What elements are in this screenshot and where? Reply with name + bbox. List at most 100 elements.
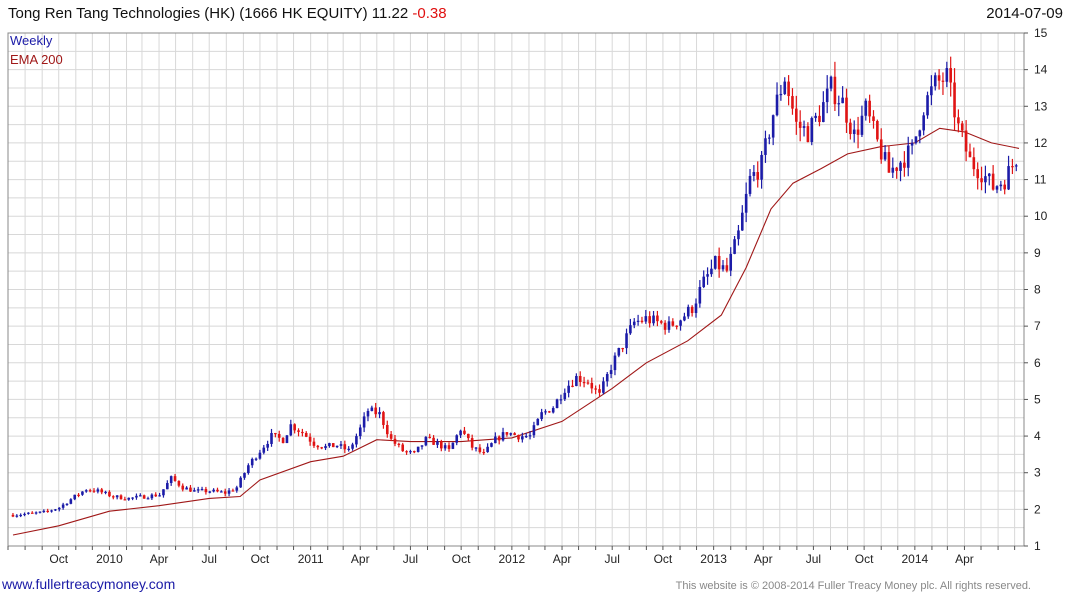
price-bar bbox=[621, 347, 624, 350]
price-bar bbox=[100, 489, 104, 493]
price-bar bbox=[640, 320, 644, 322]
price-bar bbox=[756, 172, 760, 180]
price-bar bbox=[729, 253, 733, 271]
price-bar bbox=[424, 436, 428, 446]
price-bar bbox=[331, 443, 335, 448]
price-bar bbox=[131, 497, 134, 499]
price-bar bbox=[34, 512, 38, 514]
price-bar bbox=[544, 411, 547, 413]
price-bar bbox=[19, 514, 22, 517]
price-bar bbox=[505, 432, 509, 435]
price-bar bbox=[536, 418, 540, 426]
price-bar bbox=[868, 100, 871, 117]
x-tick-label: Apr bbox=[754, 552, 773, 566]
price-bar bbox=[822, 102, 825, 123]
price-bar bbox=[459, 430, 462, 436]
legend-ema: EMA 200 bbox=[10, 52, 63, 67]
ema-series bbox=[12, 127, 1020, 536]
price-bar bbox=[906, 145, 910, 168]
price-bar bbox=[281, 437, 285, 444]
price-bar bbox=[972, 157, 976, 170]
x-tick-label: Oct bbox=[855, 552, 874, 566]
price-bar bbox=[713, 255, 717, 269]
price-bar bbox=[717, 255, 721, 270]
price-bar bbox=[609, 370, 613, 375]
price-bar bbox=[787, 81, 790, 97]
y-tick-label: 4 bbox=[1034, 429, 1041, 443]
price-bar bbox=[312, 441, 316, 446]
price-bar bbox=[582, 382, 586, 384]
x-tick-label: 2011 bbox=[298, 552, 324, 566]
price-bar bbox=[841, 97, 844, 104]
price-bar bbox=[162, 489, 165, 496]
price-bar bbox=[845, 97, 848, 123]
y-tick-label: 5 bbox=[1034, 392, 1041, 406]
y-tick-label: 6 bbox=[1034, 356, 1041, 370]
price-bar bbox=[883, 152, 887, 160]
price-bar bbox=[374, 407, 378, 415]
price-bar bbox=[521, 436, 524, 440]
price-bar bbox=[953, 82, 956, 118]
price-bar bbox=[594, 388, 597, 390]
price-bar bbox=[740, 212, 744, 231]
price-bar bbox=[235, 487, 239, 491]
price-bar bbox=[440, 441, 443, 449]
website-link[interactable]: www.fullertreacymoney.com bbox=[2, 576, 176, 592]
price-bar bbox=[548, 411, 551, 413]
x-tick-label: Apr bbox=[351, 552, 370, 566]
price-bar bbox=[196, 489, 200, 491]
y-tick-label: 7 bbox=[1034, 319, 1041, 333]
price-bar bbox=[266, 443, 269, 448]
price-bar bbox=[945, 68, 949, 82]
price-bar bbox=[108, 491, 111, 497]
x-tick-label: Apr bbox=[150, 552, 169, 566]
price-bar bbox=[860, 115, 864, 135]
price-bar bbox=[382, 412, 385, 425]
price-bar bbox=[675, 325, 678, 327]
price-bar bbox=[185, 487, 188, 490]
y-tick-label: 3 bbox=[1034, 466, 1041, 480]
price-bar bbox=[995, 186, 999, 190]
chart-title: Tong Ren Tang Technologies (HK) (1666 HK… bbox=[8, 5, 447, 22]
price-bar bbox=[447, 445, 451, 449]
price-bar bbox=[810, 118, 814, 143]
price-bar bbox=[903, 162, 906, 168]
price-bar bbox=[227, 490, 231, 494]
x-tick-label: Jul bbox=[605, 552, 620, 566]
price-bar bbox=[1011, 166, 1014, 168]
price-bar bbox=[401, 444, 405, 452]
y-tick-label: 11 bbox=[1034, 173, 1047, 187]
price-bar bbox=[964, 130, 968, 152]
price-bar bbox=[490, 443, 493, 447]
y-tick-label: 13 bbox=[1034, 99, 1048, 113]
price-bar bbox=[254, 458, 258, 460]
chart-date: 2014-07-09 bbox=[986, 5, 1063, 22]
price-bar bbox=[432, 437, 435, 445]
price-bar bbox=[351, 444, 354, 449]
price-bar bbox=[690, 306, 694, 314]
price-bar bbox=[806, 126, 810, 143]
price-bar bbox=[775, 94, 779, 116]
price-bar bbox=[648, 316, 651, 324]
price-bar bbox=[663, 322, 667, 330]
price-bar bbox=[301, 431, 304, 434]
price-bar bbox=[293, 424, 296, 431]
price-bar bbox=[262, 447, 266, 453]
x-tick-label: Jul bbox=[403, 552, 418, 566]
price-bar bbox=[339, 444, 343, 446]
price-bar bbox=[980, 178, 983, 183]
title-text: Tong Ren Tang Technologies (HK) (1666 HK… bbox=[8, 5, 409, 22]
price-bar bbox=[220, 491, 223, 493]
price-bar bbox=[852, 129, 856, 135]
price-bar bbox=[694, 303, 698, 314]
price-bar bbox=[204, 488, 208, 493]
price-bar bbox=[721, 265, 725, 270]
price-bar bbox=[575, 375, 578, 387]
price-bar bbox=[578, 375, 582, 383]
price-bar bbox=[104, 491, 107, 494]
price-bar bbox=[81, 491, 84, 495]
x-tick-label: Apr bbox=[553, 552, 572, 566]
price-bar bbox=[370, 407, 374, 411]
price-bar bbox=[764, 138, 767, 155]
